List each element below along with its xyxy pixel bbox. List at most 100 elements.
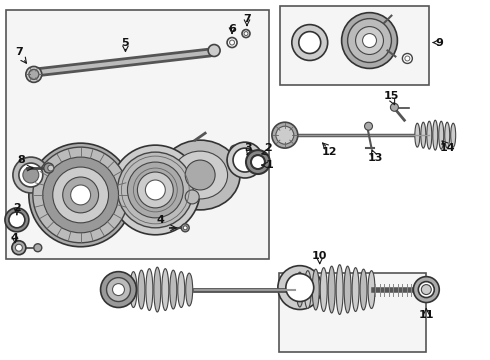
Circle shape: [113, 284, 124, 296]
Text: 5: 5: [122, 37, 129, 48]
Text: 7: 7: [15, 48, 23, 58]
Circle shape: [286, 274, 314, 302]
Ellipse shape: [352, 268, 359, 311]
Ellipse shape: [186, 273, 193, 306]
Bar: [279, 273, 426, 352]
Circle shape: [26, 67, 42, 82]
Circle shape: [19, 163, 43, 187]
Ellipse shape: [445, 122, 450, 148]
Text: 15: 15: [384, 91, 399, 101]
Circle shape: [402, 54, 413, 63]
Ellipse shape: [173, 151, 227, 199]
Circle shape: [23, 167, 39, 183]
Text: 1: 1: [266, 160, 274, 170]
Ellipse shape: [312, 269, 319, 310]
Circle shape: [44, 163, 54, 173]
Circle shape: [292, 24, 328, 60]
Ellipse shape: [344, 266, 351, 313]
Circle shape: [356, 27, 384, 54]
Circle shape: [418, 282, 434, 298]
Text: 14: 14: [440, 143, 455, 153]
Circle shape: [183, 226, 187, 230]
Ellipse shape: [122, 273, 129, 306]
Ellipse shape: [427, 121, 432, 149]
Circle shape: [146, 180, 165, 200]
Circle shape: [230, 145, 240, 155]
Text: 10: 10: [312, 251, 327, 261]
Circle shape: [33, 147, 128, 243]
Circle shape: [181, 224, 189, 232]
Circle shape: [244, 32, 248, 36]
Circle shape: [34, 244, 42, 252]
Text: 13: 13: [368, 153, 383, 163]
Ellipse shape: [336, 265, 343, 315]
Circle shape: [185, 190, 199, 204]
Text: 2: 2: [264, 143, 272, 153]
Circle shape: [53, 167, 108, 223]
Ellipse shape: [433, 120, 438, 150]
Ellipse shape: [170, 270, 177, 309]
Ellipse shape: [154, 267, 161, 312]
Ellipse shape: [451, 123, 456, 147]
Circle shape: [137, 172, 173, 208]
Circle shape: [242, 30, 250, 37]
Circle shape: [111, 145, 200, 235]
Circle shape: [347, 19, 392, 62]
Ellipse shape: [304, 271, 311, 309]
Circle shape: [227, 37, 237, 48]
Ellipse shape: [439, 121, 444, 149]
Circle shape: [405, 56, 410, 61]
Ellipse shape: [130, 272, 137, 307]
Ellipse shape: [320, 268, 327, 311]
Circle shape: [233, 148, 257, 172]
Bar: [280, 6, 429, 85]
Text: 12: 12: [322, 147, 338, 157]
Circle shape: [71, 185, 91, 205]
Circle shape: [100, 272, 136, 307]
Text: 11: 11: [418, 310, 434, 320]
Ellipse shape: [138, 270, 145, 309]
Circle shape: [229, 40, 235, 45]
Text: 3: 3: [244, 143, 252, 153]
Circle shape: [13, 157, 49, 193]
Ellipse shape: [178, 272, 185, 307]
Circle shape: [127, 162, 183, 218]
Ellipse shape: [360, 269, 367, 310]
Circle shape: [208, 45, 220, 57]
Ellipse shape: [421, 122, 426, 148]
Circle shape: [278, 266, 322, 310]
Circle shape: [29, 143, 132, 247]
Text: 2: 2: [13, 203, 21, 213]
Text: 8: 8: [17, 155, 24, 165]
Ellipse shape: [160, 140, 240, 210]
Ellipse shape: [146, 269, 153, 310]
Circle shape: [185, 160, 215, 190]
Circle shape: [5, 208, 29, 232]
Ellipse shape: [328, 266, 335, 313]
Ellipse shape: [296, 272, 303, 307]
Circle shape: [251, 155, 265, 169]
Circle shape: [106, 278, 130, 302]
Ellipse shape: [368, 271, 375, 309]
Circle shape: [342, 13, 397, 68]
Circle shape: [63, 177, 98, 213]
Circle shape: [246, 150, 270, 174]
Circle shape: [15, 244, 23, 251]
Text: 6: 6: [228, 24, 236, 33]
Circle shape: [227, 142, 263, 178]
Circle shape: [391, 103, 398, 111]
Circle shape: [12, 241, 26, 255]
Text: 4: 4: [11, 233, 19, 243]
Circle shape: [9, 212, 25, 228]
Ellipse shape: [162, 269, 169, 310]
Circle shape: [276, 126, 294, 144]
Bar: [6, 10, 270, 259]
Text: 4: 4: [156, 215, 164, 225]
Circle shape: [48, 165, 54, 171]
Circle shape: [365, 122, 372, 130]
Ellipse shape: [415, 123, 420, 147]
Circle shape: [363, 33, 376, 48]
Circle shape: [299, 32, 321, 54]
Text: 7: 7: [243, 14, 251, 24]
Circle shape: [29, 69, 39, 80]
